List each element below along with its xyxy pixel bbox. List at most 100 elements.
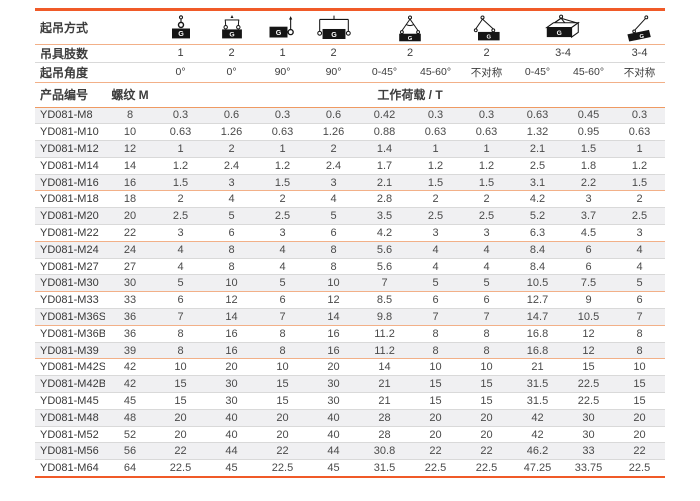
thread-size-cell: 39 <box>105 342 156 360</box>
load-value-cell: 31.5 <box>512 392 564 410</box>
load-value-cell: 2 <box>308 140 360 158</box>
product-code-cell: YD081-M52 <box>35 426 105 444</box>
load-value-cell: 4 <box>614 258 666 276</box>
load-value-cell: 5 <box>410 274 462 293</box>
angle-value: 不对称 <box>461 62 513 83</box>
load-value-cell: 2.1 <box>512 140 564 158</box>
load-value-cell: 8 <box>614 325 666 343</box>
load-value-cell: 21 <box>512 358 564 377</box>
load-value-cell: 1.32 <box>512 123 564 142</box>
load-value-cell: 20 <box>410 409 462 427</box>
load-value-cell: 16 <box>308 325 360 343</box>
load-value-cell: 20 <box>257 409 309 427</box>
multi-leg-3-4-sling-icon: G <box>542 14 584 43</box>
svg-text:G: G <box>557 29 562 36</box>
load-value-cell: 15 <box>614 392 666 410</box>
load-value-cell: 1.26 <box>308 123 360 142</box>
load-value-cell: 22 <box>257 442 309 461</box>
product-code-cell: YD081-M16 <box>35 174 105 192</box>
table-row: YD081-M48 48 20 40 20 40 28 20 20 42 30 20 <box>35 409 666 427</box>
lifting-method-row: 起吊方式 G G <box>35 11 666 45</box>
load-value-cell: 10.5 <box>563 308 615 326</box>
load-value-cell: 6 <box>410 291 462 310</box>
table-row: YD081-M42B 42 15 30 15 30 21 15 15 31.5 22.5 15 <box>35 375 666 394</box>
load-value-cell: 14 <box>359 358 411 377</box>
asymmetric-3-4-sling-icon: G <box>622 14 658 43</box>
load-value-cell: 3 <box>155 224 207 242</box>
load-value-cell: 22 <box>614 442 666 461</box>
load-value-cell: 2.5 <box>410 207 462 226</box>
spec-sheet: 起吊方式 G G <box>35 8 666 478</box>
load-value-cell: 4 <box>614 241 666 259</box>
load-value-cell: 0.3 <box>257 107 309 125</box>
load-value-cell: 2.5 <box>155 207 207 226</box>
load-value-cell: 6 <box>461 291 513 310</box>
product-code-cell: YD081-M42B <box>35 375 105 394</box>
table-row: YD081-M10 10 0.63 1.26 0.63 1.26 0.88 0.63 0.63 1… <box>35 123 666 142</box>
load-value-cell: 5 <box>614 274 666 293</box>
load-value-cell: 20 <box>614 409 666 427</box>
product-code-cell: YD081-M36S <box>35 308 105 326</box>
table-row: YD081-M42S 42 10 20 10 20 14 10 10 21 15 10 <box>35 358 666 377</box>
svg-text:G: G <box>408 35 413 41</box>
thread-size-cell: 48 <box>105 409 156 427</box>
product-code-cell: YD081-M24 <box>35 241 105 259</box>
table-row: YD081-M16 16 1.5 3 1.5 3 2.1 1.5 1.5 3.1 2.2 1.5 <box>35 174 666 192</box>
load-value-cell: 10 <box>461 358 513 377</box>
load-value-cell: 4 <box>155 241 207 259</box>
product-code-cell: YD081-M30 <box>35 274 105 293</box>
load-value-cell: 1.5 <box>563 140 615 158</box>
load-value-cell: 15 <box>155 392 207 410</box>
load-value-cell: 1.4 <box>359 140 411 158</box>
load-value-cell: 30.8 <box>359 442 411 461</box>
load-value-cell: 9 <box>563 291 615 310</box>
load-value-cell: 3 <box>461 224 513 242</box>
product-code-cell: YD081-M45 <box>35 392 105 410</box>
load-value-cell: 7 <box>614 308 666 326</box>
load-value-cell: 1.2 <box>410 157 462 175</box>
load-value-cell: 16.8 <box>512 325 564 343</box>
thread-size-cell: 24 <box>105 241 156 259</box>
load-value-cell: 14.7 <box>512 308 564 326</box>
load-value-cell: 4.2 <box>359 224 411 242</box>
load-value-cell: 15 <box>410 375 462 394</box>
load-value-cell: 15 <box>257 375 309 394</box>
load-value-cell: 2.5 <box>614 207 666 226</box>
thread-size-cell: 33 <box>105 291 156 310</box>
product-code-cell: YD081-M14 <box>35 157 105 175</box>
load-value-cell: 14 <box>206 308 258 326</box>
load-value-cell: 10.5 <box>512 274 564 293</box>
load-value-cell: 30 <box>563 426 615 444</box>
load-value-cell: 0.6 <box>308 107 360 125</box>
load-value-cell: 1.2 <box>614 157 666 175</box>
load-value-cell: 2.5 <box>461 207 513 226</box>
angle-value: 45-60° <box>410 62 462 83</box>
load-value-cell: 44 <box>308 442 360 461</box>
load-value-cell: 8 <box>308 258 360 276</box>
load-value-cell: 42 <box>512 409 564 427</box>
load-value-cell: 31.5 <box>359 459 411 478</box>
load-value-cell: 14 <box>308 308 360 326</box>
load-value-cell: 15 <box>461 375 513 394</box>
thread-size-cell: 64 <box>105 459 156 478</box>
load-value-cell: 4 <box>257 258 309 276</box>
load-value-cell: 5.2 <box>512 207 564 226</box>
load-value-cell: 0.88 <box>359 123 411 142</box>
load-value-cell: 5 <box>461 274 513 293</box>
load-value-cell: 4.5 <box>563 224 615 242</box>
thread-size-cell: 36 <box>105 308 156 326</box>
load-value-cell: 44 <box>206 442 258 461</box>
two-leg-asymmetric-sling-icon: G <box>469 14 505 43</box>
thread-size-cell: 56 <box>105 442 156 461</box>
load-value-cell: 1.5 <box>155 174 207 192</box>
load-value-cell: 40 <box>206 426 258 444</box>
load-value-cell: 22.5 <box>614 459 666 478</box>
thread-size-cell: 14 <box>105 157 156 175</box>
load-value-cell: 5.6 <box>359 241 411 259</box>
two-leg-angled-sling-icon: G <box>392 14 428 43</box>
thread-size-cell: 52 <box>105 426 156 444</box>
load-value-cell: 6 <box>155 291 207 310</box>
lifting-load-table: 起吊方式 G G <box>35 11 666 478</box>
load-value-cell: 1 <box>155 140 207 158</box>
load-value-cell: 4 <box>410 258 462 276</box>
